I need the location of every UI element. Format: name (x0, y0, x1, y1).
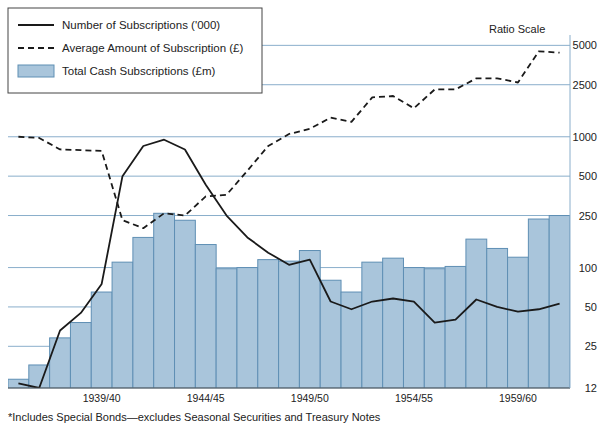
bar (299, 251, 320, 388)
legend-swatch (18, 24, 54, 26)
bar (133, 237, 154, 388)
bar (237, 268, 258, 388)
bar (528, 219, 549, 388)
bar (50, 338, 71, 388)
grid-line (8, 215, 570, 216)
y-axis (570, 35, 571, 388)
marks (8, 51, 570, 388)
bar (91, 292, 112, 388)
chart: 12 25 50 100 250 500 1000 2500 5000 1939/40 1944/4… (0, 0, 600, 436)
bar (362, 262, 383, 388)
line (18, 140, 559, 388)
bar (216, 269, 237, 388)
bar (70, 323, 91, 388)
bar (195, 245, 216, 388)
x-tick-label: 1939/40 (83, 392, 121, 404)
bar (175, 220, 196, 388)
bar (320, 280, 341, 388)
bar (154, 213, 175, 388)
legend-label: Number of Subscriptions ('000) (62, 19, 220, 31)
grid-line (8, 388, 570, 389)
bar (445, 266, 466, 388)
grid-line (8, 176, 570, 177)
y-tick-label: 5000 (573, 39, 597, 51)
grid-line (8, 136, 570, 137)
y-tick-label: 50 (585, 301, 597, 313)
legend-label: Total Cash Subscriptions (£m) (62, 65, 216, 77)
y-tick-label: 500 (579, 170, 597, 182)
bar (383, 258, 404, 388)
y-tick-label: 1000 (573, 131, 597, 143)
bar (403, 268, 424, 388)
y-tick-label: 25 (585, 340, 597, 352)
legend-box (8, 8, 262, 93)
x-tick-label: 1959/60 (499, 392, 537, 404)
bar (112, 262, 133, 388)
x-tick-label: 1949/50 (291, 392, 329, 404)
x-axis (8, 388, 570, 389)
footnote: *Includes Special Bonds—excludes Seasona… (8, 411, 381, 423)
y-tick-label: 12 (585, 382, 597, 394)
x-tick-label: 1954/55 (395, 392, 433, 404)
y-tick-label: 250 (579, 210, 597, 222)
scale-note: Ratio Scale (489, 23, 545, 35)
y-tick-label: 100 (579, 262, 597, 274)
bar (549, 216, 570, 388)
bar (508, 257, 529, 388)
legend-label: Average Amount of Subscription (£) (62, 42, 244, 54)
legend: Number of Subscriptions ('000) Average Am… (8, 8, 262, 93)
x-tick-label: 1944/45 (187, 392, 225, 404)
bar (487, 248, 508, 388)
bar (279, 261, 300, 388)
bar (258, 260, 279, 388)
bar (466, 239, 487, 388)
legend-swatch (18, 47, 54, 49)
legend-swatch (18, 65, 54, 77)
y-tick-label: 2500 (573, 79, 597, 91)
bar (424, 269, 445, 388)
